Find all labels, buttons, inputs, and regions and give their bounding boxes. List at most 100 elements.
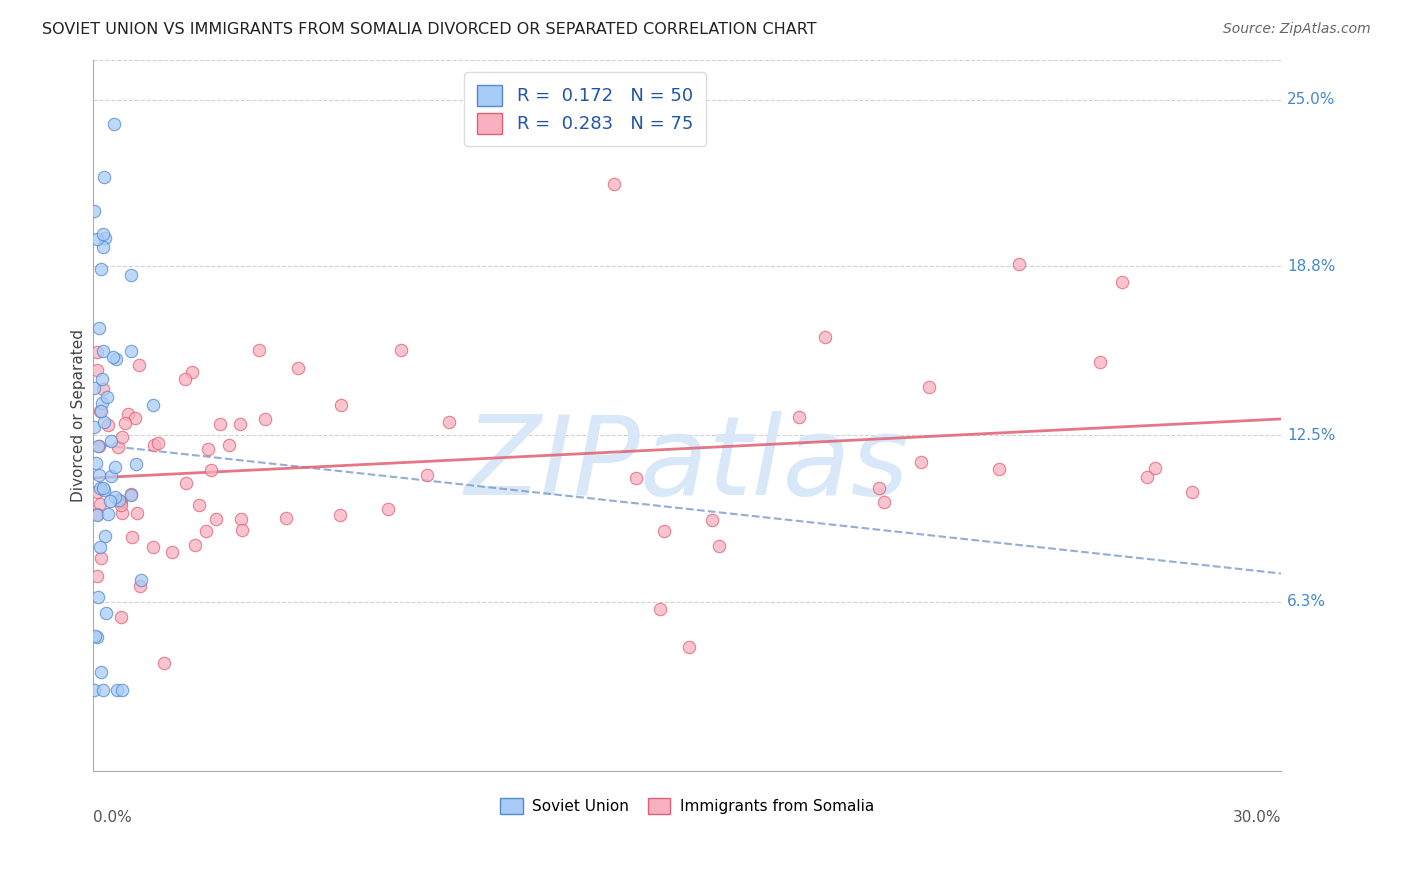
Point — [107, 440, 129, 454]
Point — [97, 418, 120, 433]
Point — [1181, 485, 1204, 500]
Point — [160, 545, 183, 559]
Point — [228, 417, 250, 431]
Point — [142, 540, 165, 554]
Point — [90, 551, 112, 566]
Point — [91, 683, 114, 698]
Point — [917, 380, 939, 394]
Point — [1008, 257, 1031, 271]
Text: 18.8%: 18.8% — [1286, 259, 1336, 274]
Point — [94, 607, 117, 621]
Point — [111, 430, 134, 444]
Point — [83, 381, 105, 395]
Point — [111, 683, 134, 698]
Point — [124, 458, 146, 472]
Point — [120, 344, 142, 359]
Point — [98, 494, 121, 508]
Point — [89, 482, 111, 496]
Point — [89, 439, 111, 453]
Point — [86, 630, 108, 644]
Point — [229, 512, 252, 526]
Point — [180, 365, 202, 379]
Point — [127, 506, 149, 520]
Point — [194, 524, 217, 538]
Point — [86, 362, 108, 376]
Point — [988, 461, 1011, 475]
Point — [90, 372, 112, 386]
Point — [174, 475, 197, 490]
Point — [86, 508, 108, 523]
Point — [873, 495, 896, 509]
Point — [1090, 355, 1112, 369]
Text: 12.5%: 12.5% — [1286, 428, 1336, 442]
Point — [90, 665, 112, 679]
Point — [93, 415, 115, 429]
Point — [142, 438, 165, 452]
Text: Source: ZipAtlas.com: Source: ZipAtlas.com — [1223, 22, 1371, 37]
Text: 6.3%: 6.3% — [1286, 594, 1326, 609]
Text: 0.0%: 0.0% — [93, 810, 132, 825]
Point — [197, 442, 219, 456]
Point — [108, 494, 131, 508]
Point — [117, 407, 139, 421]
Point — [83, 419, 105, 434]
Point — [129, 573, 152, 587]
Point — [439, 416, 461, 430]
Point — [648, 602, 671, 616]
Point — [89, 497, 111, 511]
Point — [87, 439, 110, 453]
Point — [105, 683, 128, 698]
Point — [142, 398, 165, 412]
Point — [83, 683, 105, 698]
Point — [218, 438, 240, 452]
Point — [254, 411, 277, 425]
Point — [86, 507, 108, 521]
Point — [86, 232, 108, 246]
Point — [91, 481, 114, 495]
Point — [910, 455, 932, 469]
Point — [329, 508, 352, 523]
Point — [93, 169, 115, 184]
Point — [129, 579, 152, 593]
Point — [86, 456, 108, 470]
Point — [1143, 461, 1166, 475]
Point — [93, 382, 115, 396]
Point — [91, 240, 114, 254]
Point — [91, 227, 114, 241]
Point — [274, 511, 297, 525]
Point — [152, 657, 174, 671]
Point — [868, 481, 890, 495]
Point — [789, 410, 811, 425]
Point — [814, 330, 837, 344]
Point — [184, 538, 207, 552]
Text: 25.0%: 25.0% — [1286, 93, 1336, 107]
Point — [86, 345, 108, 359]
Point — [96, 390, 118, 404]
Point — [121, 530, 143, 544]
Point — [103, 460, 125, 475]
Point — [93, 343, 115, 358]
Point — [83, 204, 105, 219]
Point — [89, 541, 111, 555]
Point — [110, 498, 132, 512]
Point — [97, 508, 120, 522]
Point — [205, 512, 228, 526]
Text: 30.0%: 30.0% — [1233, 810, 1281, 825]
Point — [700, 513, 723, 527]
Text: SOVIET UNION VS IMMIGRANTS FROM SOMALIA DIVORCED OR SEPARATED CORRELATION CHART: SOVIET UNION VS IMMIGRANTS FROM SOMALIA … — [42, 22, 817, 37]
Point — [678, 640, 700, 654]
Point — [89, 261, 111, 276]
Point — [120, 487, 142, 501]
Point — [89, 321, 111, 335]
Point — [90, 404, 112, 418]
Point — [93, 483, 115, 498]
Point — [111, 506, 134, 520]
Point — [389, 343, 412, 358]
Point — [624, 470, 647, 484]
Point — [103, 351, 125, 365]
Point — [87, 467, 110, 482]
Legend: Soviet Union, Immigrants from Somalia: Soviet Union, Immigrants from Somalia — [494, 792, 880, 820]
Point — [208, 417, 231, 431]
Y-axis label: Divorced or Separated: Divorced or Separated — [72, 328, 86, 501]
Point — [124, 410, 146, 425]
